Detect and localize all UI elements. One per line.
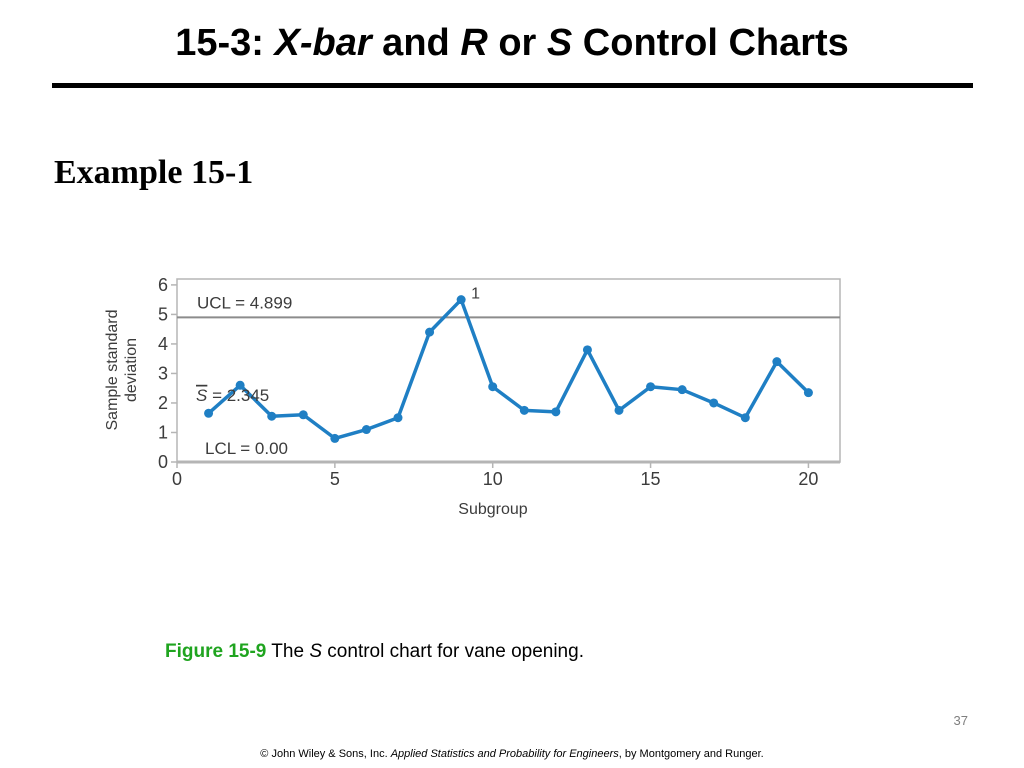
- caption-symbol: S: [309, 641, 323, 662]
- data-point: [772, 357, 782, 367]
- y-axis-title-line2: deviation: [123, 338, 140, 402]
- title-r: R: [460, 22, 488, 64]
- y-tick-label: 1: [158, 422, 168, 442]
- data-point: [582, 345, 592, 355]
- x-tick-label: 20: [798, 469, 818, 489]
- title-suffix: Control Charts: [572, 22, 849, 64]
- y-tick-label: 5: [158, 304, 168, 324]
- center-line-label: S = 2.345: [196, 386, 269, 405]
- data-point: [803, 388, 813, 398]
- data-point: [393, 413, 403, 423]
- data-point: [709, 398, 719, 408]
- lcl-label: LCL = 0.00: [205, 439, 288, 458]
- footer-book-title: Applied Statistics and Probability for E…: [390, 748, 619, 760]
- x-axis-title: Subgroup: [458, 501, 527, 518]
- caption-text-after: control chart for vane opening.: [322, 641, 584, 662]
- title-x: X: [274, 22, 300, 64]
- x-axis-ticks: 0 5 10 15 20: [172, 462, 818, 489]
- center-value: = 2.345: [207, 386, 269, 405]
- data-point: [298, 410, 308, 420]
- slide-title: 15-3: X-bar and R or S Control Charts: [0, 22, 1024, 65]
- figure-caption: Figure 15-9 The S control chart for vane…: [0, 641, 1024, 663]
- x-tick-label: 0: [172, 469, 182, 489]
- y-tick-label: 4: [158, 334, 168, 354]
- footer-authors: , by Montgomery and Runger.: [618, 748, 764, 760]
- data-point: [204, 408, 214, 418]
- figure-number: Figure 15-9: [165, 641, 267, 662]
- y-axis-ticks: 0 1 2 3 4 5 6: [158, 275, 177, 472]
- title-divider: [52, 83, 973, 88]
- data-point: [646, 382, 656, 392]
- y-axis-title: Sample standard deviation: [104, 310, 140, 431]
- point-annotation: 1: [471, 286, 480, 303]
- data-point: [488, 382, 498, 392]
- page-number: 37: [953, 713, 968, 728]
- title-and: and: [371, 22, 461, 64]
- data-point: [614, 405, 624, 415]
- ucl-label: UCL = 4.899: [197, 293, 292, 312]
- caption-text-before: The: [266, 641, 310, 662]
- x-tick-label: 5: [330, 469, 340, 489]
- title-dash: -: [299, 22, 313, 64]
- center-symbol: S: [196, 386, 208, 405]
- y-tick-label: 2: [158, 393, 168, 413]
- data-point: [235, 380, 245, 390]
- title-or: or: [487, 22, 547, 64]
- y-axis-title-line1: Sample standard: [104, 310, 121, 431]
- title-s: S: [546, 22, 573, 64]
- data-point: [361, 425, 371, 435]
- series-points: [204, 295, 813, 443]
- data-point: [425, 327, 435, 337]
- x-tick-label: 15: [641, 469, 661, 489]
- data-point: [677, 385, 687, 395]
- y-tick-label: 0: [158, 452, 168, 472]
- data-point: [519, 405, 529, 415]
- data-point: [456, 295, 466, 305]
- y-tick-label: 3: [158, 363, 168, 383]
- title-bar: bar: [312, 22, 372, 64]
- example-heading: Example 15-1: [54, 154, 254, 191]
- y-tick-label: 6: [158, 275, 168, 295]
- series-line: [207, 297, 810, 441]
- data-point: [551, 407, 561, 417]
- x-tick-label: 10: [483, 469, 503, 489]
- title-prefix: 15-3:: [175, 22, 275, 64]
- data-point: [267, 411, 277, 421]
- footer-credit: © John Wiley & Sons, Inc. Applied Statis…: [0, 748, 1024, 760]
- data-point: [330, 433, 340, 443]
- data-point: [740, 413, 750, 423]
- footer-copyright: © John Wiley & Sons, Inc.: [260, 748, 391, 760]
